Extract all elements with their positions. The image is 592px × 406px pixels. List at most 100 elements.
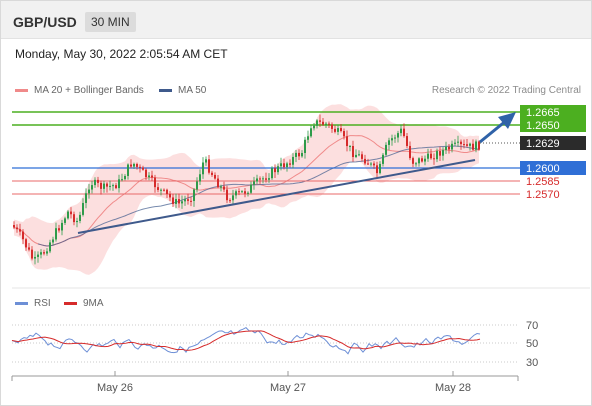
candle — [187, 193, 189, 205]
candle — [166, 188, 168, 198]
candle-body — [43, 252, 45, 254]
timeframe-badge[interactable]: 30 MIN — [85, 12, 136, 32]
candle-body — [334, 128, 336, 132]
bollinger-band-layer — [14, 104, 479, 275]
candle-body — [343, 131, 345, 137]
candle-body — [289, 163, 291, 165]
candle-body — [76, 220, 78, 223]
candle-body — [127, 164, 129, 176]
candle — [40, 249, 42, 259]
candle-body — [151, 175, 153, 178]
candle — [469, 142, 471, 151]
candle-body — [349, 146, 351, 148]
candle-body — [190, 200, 192, 202]
candle-body — [175, 199, 177, 204]
candle — [313, 123, 315, 131]
candle-body — [388, 140, 390, 145]
candle-body — [172, 197, 174, 204]
candle — [421, 155, 423, 163]
candle-body — [25, 239, 27, 248]
candle — [385, 142, 387, 157]
candle — [475, 139, 477, 153]
candle — [223, 181, 225, 193]
candle-body — [22, 231, 24, 240]
candle — [445, 141, 447, 154]
candle-body — [214, 174, 216, 179]
legend-rsi-label: RSI — [34, 298, 51, 309]
candle — [175, 193, 177, 209]
candle — [181, 195, 183, 209]
candle-body — [436, 151, 438, 160]
candle-body — [160, 189, 162, 191]
candle-body — [340, 128, 342, 132]
candle-body — [145, 169, 147, 178]
candle — [466, 139, 468, 148]
candle-body — [139, 166, 141, 168]
candle-body — [466, 144, 468, 146]
candle — [172, 193, 174, 208]
candle-body — [112, 185, 114, 187]
candle — [19, 223, 21, 236]
candle — [13, 221, 15, 230]
candle-body — [352, 146, 354, 158]
candle-body — [304, 139, 306, 153]
legend-rsi: RSI — [15, 298, 51, 309]
candle-body — [241, 191, 243, 193]
candle-body — [415, 163, 417, 165]
candle — [76, 217, 78, 228]
candle — [457, 135, 459, 147]
rsi-level-label-2: 30 — [526, 357, 538, 369]
candle-body — [157, 187, 159, 190]
candle — [460, 139, 462, 150]
candle-body — [238, 191, 240, 193]
candle — [436, 148, 438, 163]
candle-body — [247, 192, 249, 194]
candle-body — [397, 133, 399, 138]
candle — [118, 174, 120, 193]
candle-body — [37, 254, 39, 257]
candle-body — [133, 163, 135, 167]
candle — [178, 193, 180, 208]
candle — [370, 161, 372, 167]
candle-body — [229, 200, 231, 202]
candle-body — [40, 252, 42, 255]
candle-body — [124, 175, 126, 180]
candle — [226, 185, 228, 204]
candle-body — [283, 163, 285, 168]
candle — [88, 183, 90, 199]
candle-body — [394, 137, 396, 139]
candle — [94, 177, 96, 188]
candle-body — [148, 175, 150, 178]
price-label-4: 1.2585 — [526, 176, 560, 188]
candle-body — [55, 228, 57, 240]
candle-body — [262, 178, 264, 180]
price-label-1: 1.2650 — [526, 120, 560, 132]
candle — [55, 222, 57, 242]
candle — [130, 159, 132, 169]
candle-body — [166, 189, 168, 194]
candle — [244, 187, 246, 198]
candle — [46, 248, 48, 256]
price-label-2: 1.2629 — [526, 138, 560, 150]
candle — [199, 169, 201, 186]
candles-layer — [13, 114, 480, 265]
x-tick-label-1: May 27 — [270, 382, 306, 394]
candle-body — [178, 199, 180, 204]
candle-body — [46, 251, 48, 254]
candle-body — [154, 177, 156, 188]
candle-body — [211, 172, 213, 175]
candle — [319, 114, 321, 127]
candle — [412, 156, 414, 168]
candle — [124, 174, 126, 181]
candle — [229, 198, 231, 203]
candle — [307, 130, 309, 144]
candle — [52, 236, 54, 246]
candle — [58, 224, 60, 233]
candle-body — [250, 184, 252, 193]
candle — [454, 139, 456, 147]
candle-body — [409, 145, 411, 159]
candle — [139, 164, 141, 173]
candle-body — [199, 174, 201, 182]
candle — [61, 219, 63, 236]
candle-body — [268, 178, 270, 180]
